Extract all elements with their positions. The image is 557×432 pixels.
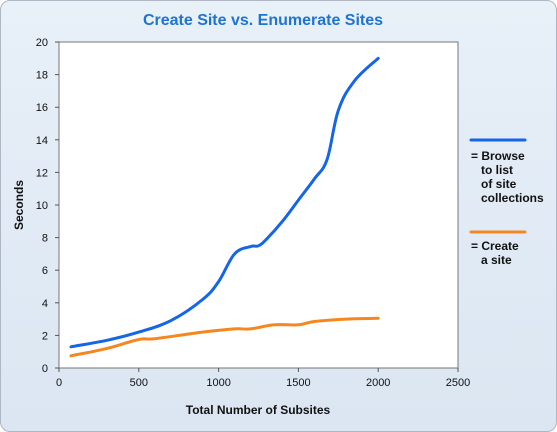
y-tick-label: 6 bbox=[42, 265, 48, 277]
y-tick-label: 14 bbox=[36, 135, 48, 147]
legend-label-0: to list bbox=[481, 163, 513, 177]
series-group bbox=[69, 56, 380, 358]
legend-label-1: = Create bbox=[471, 239, 519, 253]
y-tick-label: 0 bbox=[42, 363, 48, 375]
y-tick-label: 18 bbox=[36, 70, 48, 82]
y-tick-label: 10 bbox=[36, 200, 48, 212]
x-tick-label: 1500 bbox=[286, 377, 310, 389]
x-tick-label: 1000 bbox=[206, 377, 230, 389]
y-tick-label: 16 bbox=[36, 102, 48, 114]
y-tick-label: 12 bbox=[36, 167, 48, 179]
legend-label-0: = Browse bbox=[471, 149, 525, 163]
legend-label-0: of site bbox=[481, 177, 517, 191]
legend-label-1: a site bbox=[481, 253, 512, 267]
x-tick-label: 2000 bbox=[366, 377, 390, 389]
x-axis-label: Total Number of Subsites bbox=[186, 403, 331, 417]
y-axis: 0 2 4 6 8 10 12 14 16 18 20 bbox=[36, 37, 59, 375]
series-line-1 bbox=[69, 316, 380, 358]
y-tick-label: 20 bbox=[36, 37, 48, 49]
chart-title: Create Site vs. Enumerate Sites bbox=[143, 12, 383, 29]
y-tick-label: 8 bbox=[42, 233, 48, 245]
series-line-0 bbox=[69, 56, 380, 349]
y-axis-label: Seconds bbox=[12, 180, 26, 230]
x-tick-label: 0 bbox=[56, 377, 62, 389]
x-axis: 0 500 1000 1500 2000 2500 bbox=[56, 368, 470, 389]
plot-area bbox=[58, 41, 459, 369]
x-tick-label: 2500 bbox=[446, 377, 470, 389]
y-tick-label: 2 bbox=[42, 330, 48, 342]
y-tick-label: 4 bbox=[42, 298, 48, 310]
legend-label-0: collections bbox=[481, 191, 544, 205]
x-tick-label: 500 bbox=[130, 377, 148, 389]
